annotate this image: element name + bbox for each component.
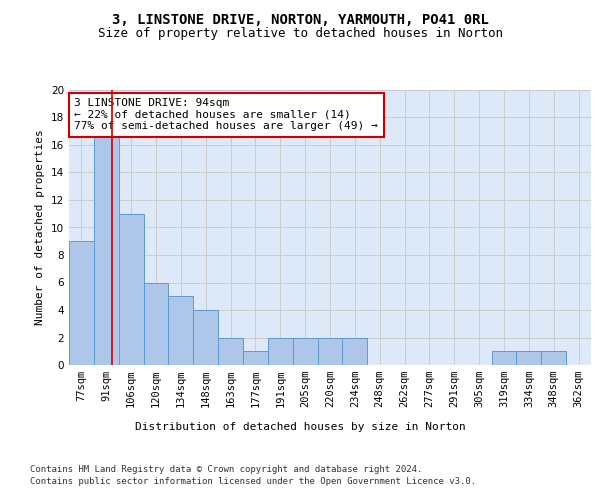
Text: 3, LINSTONE DRIVE, NORTON, YARMOUTH, PO41 0RL: 3, LINSTONE DRIVE, NORTON, YARMOUTH, PO4… [112, 12, 488, 26]
Bar [119, 214, 143, 365]
Bar [268, 338, 293, 365]
Bar [293, 338, 317, 365]
Text: Contains public sector information licensed under the Open Government Licence v3: Contains public sector information licen… [30, 478, 476, 486]
Text: Distribution of detached houses by size in Norton: Distribution of detached houses by size … [134, 422, 466, 432]
Bar [193, 310, 218, 365]
Y-axis label: Number of detached properties: Number of detached properties [35, 130, 46, 326]
Bar [343, 338, 367, 365]
Bar [143, 282, 169, 365]
Bar [218, 338, 243, 365]
Text: 3 LINSTONE DRIVE: 94sqm
← 22% of detached houses are smaller (14)
77% of semi-de: 3 LINSTONE DRIVE: 94sqm ← 22% of detache… [74, 98, 378, 132]
Bar [517, 351, 541, 365]
Bar [94, 131, 119, 365]
Bar [169, 296, 193, 365]
Bar [541, 351, 566, 365]
Bar [69, 242, 94, 365]
Bar [243, 351, 268, 365]
Text: Size of property relative to detached houses in Norton: Size of property relative to detached ho… [97, 28, 503, 40]
Bar [317, 338, 343, 365]
Text: Contains HM Land Registry data © Crown copyright and database right 2024.: Contains HM Land Registry data © Crown c… [30, 465, 422, 474]
Bar [491, 351, 517, 365]
